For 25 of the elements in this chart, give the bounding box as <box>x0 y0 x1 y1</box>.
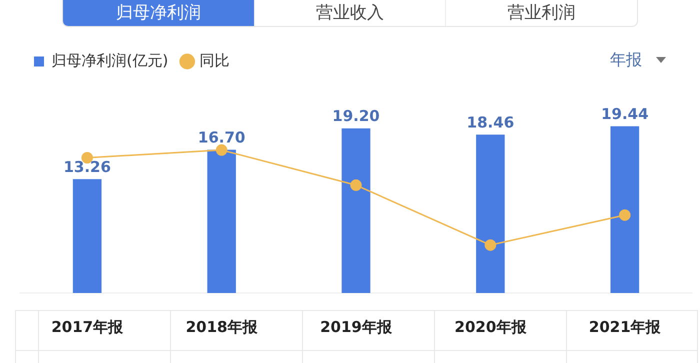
text: 年报 <box>610 50 642 71</box>
legend-label: 归母净利润(亿元) <box>52 51 168 70</box>
point <box>350 179 362 191</box>
point <box>484 239 496 251</box>
data-label: 19.44 <box>601 104 649 123</box>
bar <box>476 134 505 293</box>
legend-label: 同比 <box>200 51 230 70</box>
bar <box>342 128 370 293</box>
bar <box>72 179 102 293</box>
bar <box>207 150 236 293</box>
point <box>619 209 631 221</box>
text: 营业收入 <box>254 0 446 26</box>
data-label: 19.20 <box>332 107 380 126</box>
point <box>216 144 228 156</box>
x-tick-label: 2019年报 <box>320 318 393 336</box>
bar <box>610 126 640 293</box>
x-tick-label: 2018年报 <box>186 318 258 336</box>
data-label: 18.46 <box>466 113 514 132</box>
x-tick-label: 2020年报 <box>454 318 528 336</box>
x-tick-label: 2021年报 <box>588 318 662 336</box>
chart-title: 归母净利润 <box>63 0 254 26</box>
text: 营业利润 <box>445 0 638 26</box>
data-label: 13.26 <box>63 158 111 176</box>
x-tick-label: 2017年报 <box>51 318 124 336</box>
data-label: 16.70 <box>198 128 246 146</box>
